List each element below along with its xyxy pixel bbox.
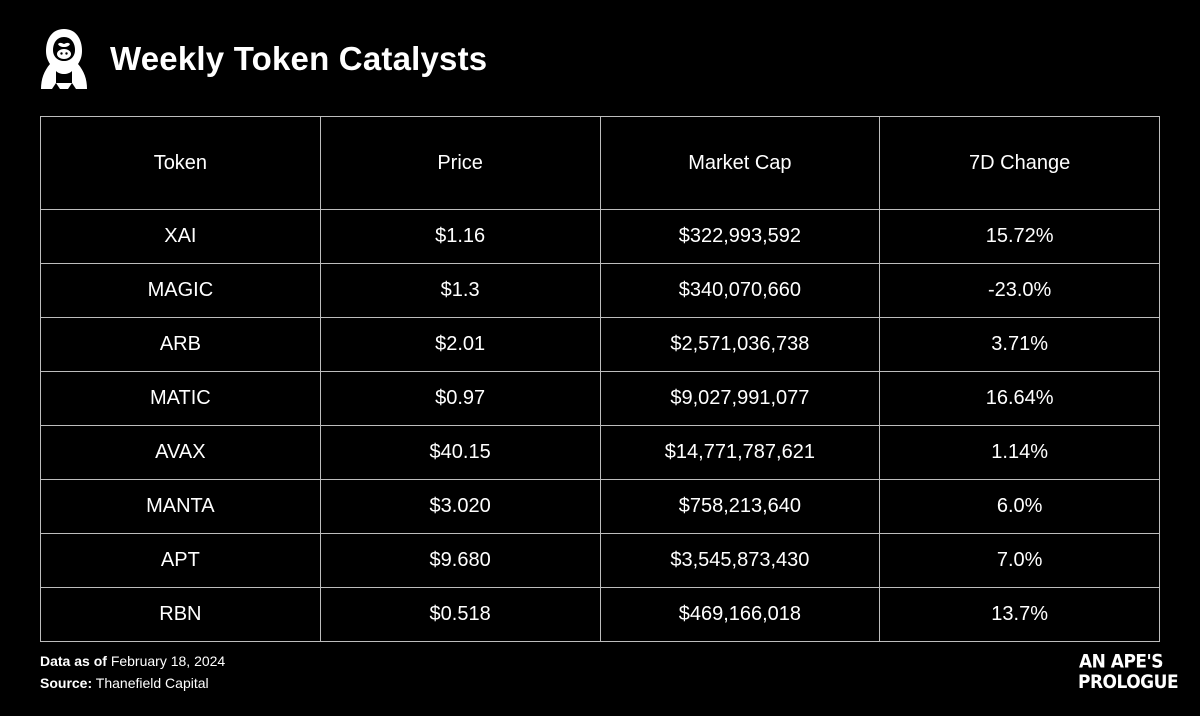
ape-logo-icon <box>41 29 87 89</box>
brand-logo: AN APE'S PROLOGUE <box>1078 651 1179 694</box>
data-date-value: February 18, 2024 <box>110 653 226 669</box>
price-cell: $1.3 <box>319 263 601 318</box>
market-cap-cell: $322,993,592 <box>599 209 881 264</box>
brand-line-2: PROLOGUE <box>1078 671 1179 694</box>
change-cell: -23.0% <box>879 263 1160 318</box>
source-line: Source: Thanefield Capital <box>40 675 209 691</box>
change-cell: 3.71% <box>879 317 1160 372</box>
token-cell: ARB <box>40 317 321 372</box>
column-header-7d-change: 7D Change <box>879 116 1160 210</box>
token-table: Token Price Market Cap 7D Change XAI $1.… <box>40 116 1160 642</box>
page-title: Weekly Token Catalysts <box>110 40 488 77</box>
table-row: APT $9.680 $3,545,873,430 7.0% <box>40 533 1160 588</box>
change-cell: 15.72% <box>879 209 1160 264</box>
brand-line-1: AN APE'S <box>1079 651 1163 673</box>
price-cell: $9.680 <box>319 533 601 588</box>
market-cap-cell: $469,166,018 <box>599 587 881 642</box>
market-cap-cell: $14,771,787,621 <box>599 425 881 480</box>
price-cell: $40.15 <box>319 425 601 480</box>
price-cell: $0.518 <box>319 587 601 642</box>
token-cell: APT <box>40 533 321 588</box>
change-cell: 1.14% <box>879 425 1160 480</box>
change-cell: 13.7% <box>879 587 1160 642</box>
token-table-container: Token Price Market Cap 7D Change XAI $1.… <box>40 116 1160 642</box>
market-cap-cell: $2,571,036,738 <box>599 317 881 372</box>
price-cell: $2.01 <box>319 317 601 372</box>
table-row: MAGIC $1.3 $340,070,660 -23.0% <box>40 263 1160 318</box>
token-cell: MATIC <box>40 371 321 426</box>
source-label: Source <box>40 675 88 691</box>
column-header-price: Price <box>319 116 601 210</box>
change-cell: 6.0% <box>879 479 1160 534</box>
table-row: XAI $1.16 $322,993,592 15.72% <box>40 209 1160 264</box>
header: Weekly Token Catalysts <box>38 24 487 94</box>
footer-notes: Data as of February 18, 2024 Source: Tha… <box>40 650 225 694</box>
market-cap-cell: $340,070,660 <box>599 263 881 318</box>
table-row: AVAX $40.15 $14,771,787,621 1.14% <box>40 425 1160 480</box>
price-cell: $0.97 <box>319 371 601 426</box>
table-row: RBN $0.518 $469,166,018 13.7% <box>40 587 1160 642</box>
token-cell: RBN <box>40 587 321 642</box>
price-cell: $3.020 <box>319 479 601 534</box>
token-cell: MANTA <box>40 479 321 534</box>
column-header-token: Token <box>40 116 321 210</box>
change-cell: 7.0% <box>879 533 1160 588</box>
change-cell: 16.64% <box>879 371 1160 426</box>
column-header-market-cap: Market Cap <box>599 116 881 210</box>
token-cell: AVAX <box>40 425 321 480</box>
token-cell: XAI <box>40 209 321 264</box>
market-cap-cell: $9,027,991,077 <box>599 371 881 426</box>
data-date-label: Data as of <box>40 653 107 669</box>
market-cap-cell: $758,213,640 <box>599 479 881 534</box>
table-row: MATIC $0.97 $9,027,991,077 16.64% <box>40 371 1160 426</box>
price-cell: $1.16 <box>319 209 601 264</box>
source-value: Thanefield Capital <box>95 675 209 691</box>
market-cap-cell: $3,545,873,430 <box>599 533 881 588</box>
token-cell: MAGIC <box>40 263 321 318</box>
data-date-line: Data as of February 18, 2024 <box>40 650 225 672</box>
table-header-row: Token Price Market Cap 7D Change <box>40 116 1160 210</box>
table-row: MANTA $3.020 $758,213,640 6.0% <box>40 479 1160 534</box>
table-row: ARB $2.01 $2,571,036,738 3.71% <box>40 317 1160 372</box>
